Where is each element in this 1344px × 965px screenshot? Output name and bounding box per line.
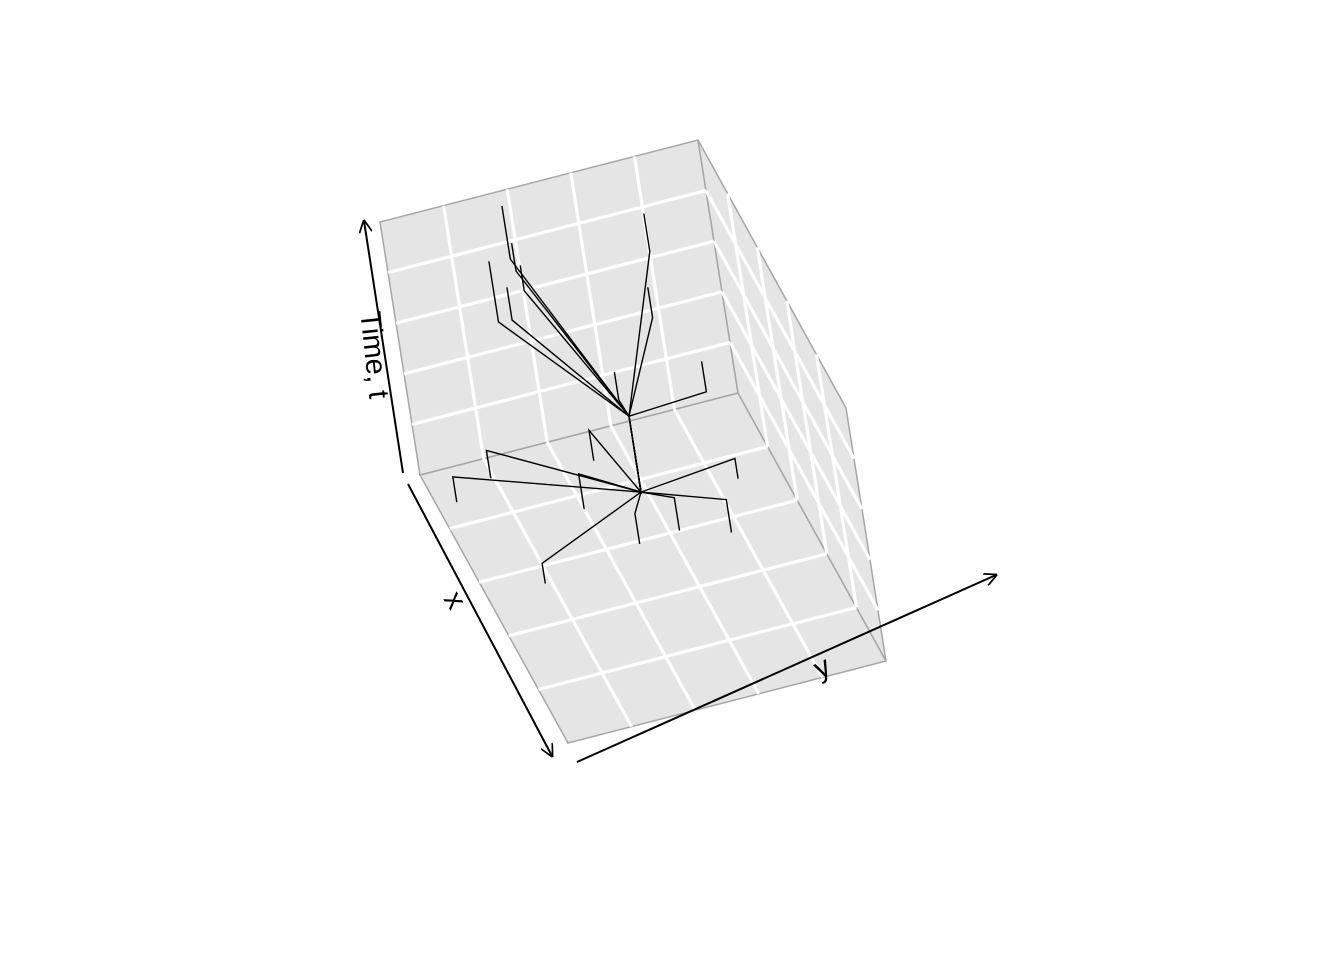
floor-gridline xyxy=(508,552,828,638)
z-axis-label: Time, t xyxy=(353,310,394,400)
y-axis-arrow xyxy=(576,575,996,763)
series-line-9 xyxy=(541,441,642,584)
back-right-panel xyxy=(697,139,887,662)
x-axis-arrow xyxy=(407,483,552,756)
left-wall-gridline xyxy=(442,205,486,459)
left-wall-gridline xyxy=(411,340,731,426)
right-wall-gridline xyxy=(728,341,880,612)
time-axis-arrow xyxy=(364,221,404,474)
series-group xyxy=(451,205,739,584)
floor-gridline xyxy=(478,498,798,584)
series-line-18 xyxy=(510,243,634,442)
left-wall-gridline xyxy=(395,239,715,325)
right-wall-gridline xyxy=(712,240,864,510)
floor-gridline xyxy=(672,408,824,679)
right-wall-gridline xyxy=(814,354,858,608)
right-wall-gridline xyxy=(720,291,872,561)
panes xyxy=(379,139,888,744)
floor-gridline xyxy=(609,425,761,695)
left-wall-gridline xyxy=(387,189,707,275)
floor-gridline xyxy=(538,605,857,691)
right-wall-gridline xyxy=(785,300,829,555)
left-wall-gridline xyxy=(403,290,723,376)
left-wall-gridline xyxy=(505,188,549,443)
right-wall-gridline xyxy=(704,189,856,460)
left-wall-gridline xyxy=(632,156,676,410)
floor-gridline xyxy=(449,445,768,531)
floor-gridline xyxy=(482,457,634,728)
x-axis-label: x xyxy=(437,586,472,616)
right-wall-gridline xyxy=(755,246,799,501)
right-wall-gridline xyxy=(726,193,770,447)
axes-group xyxy=(364,221,996,763)
